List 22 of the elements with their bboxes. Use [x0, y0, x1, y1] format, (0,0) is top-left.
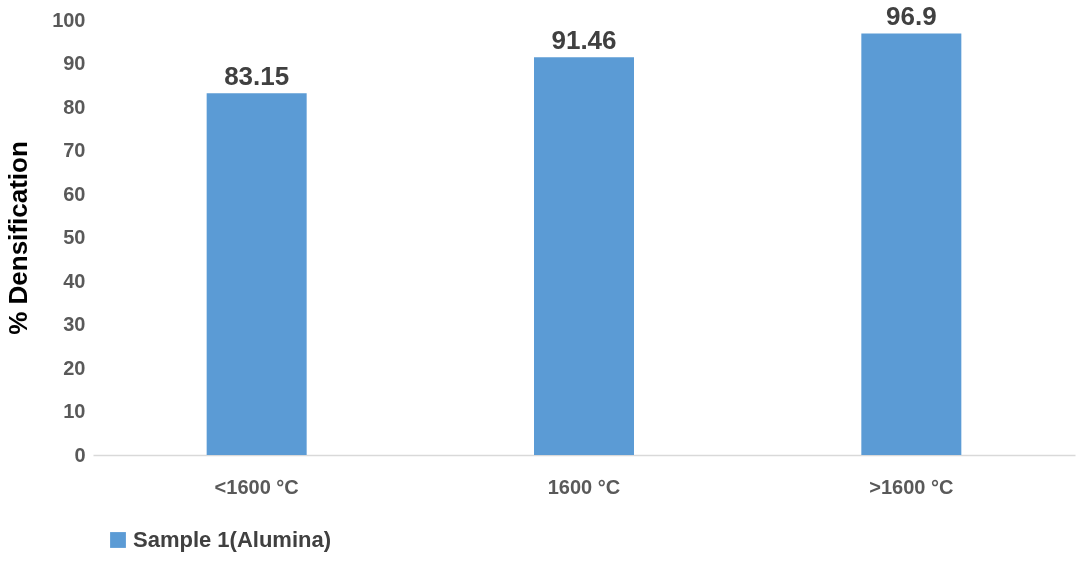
x-tick-label: <1600 °C [214, 475, 299, 498]
y-axis-title: % Densification [3, 141, 34, 335]
y-tick-label: 0 [74, 443, 86, 466]
bar [861, 33, 962, 455]
y-tick-label: 80 [63, 95, 86, 118]
data-label: 91.46 [551, 25, 617, 56]
y-tick-label: 10 [63, 400, 86, 422]
data-label: 83.15 [224, 61, 290, 92]
x-tick-label: >1600 °C [869, 475, 954, 498]
y-tick-label: 20 [63, 356, 86, 379]
legend-label: Sample 1(Alumina) [133, 527, 332, 552]
y-tick-label: 60 [63, 182, 86, 205]
x-tick-label: 1600 °C [547, 475, 621, 498]
y-tick-label: 90 [63, 52, 86, 74]
y-tick-label: 70 [63, 139, 86, 161]
data-label: 96.9 [886, 1, 937, 32]
y-tick-label: 100 [52, 8, 86, 31]
y-tick-label: 40 [63, 269, 86, 292]
bar [206, 93, 307, 455]
y-tick-label: 30 [63, 313, 86, 335]
bar [534, 57, 634, 455]
y-tick-label: 50 [63, 226, 86, 248]
